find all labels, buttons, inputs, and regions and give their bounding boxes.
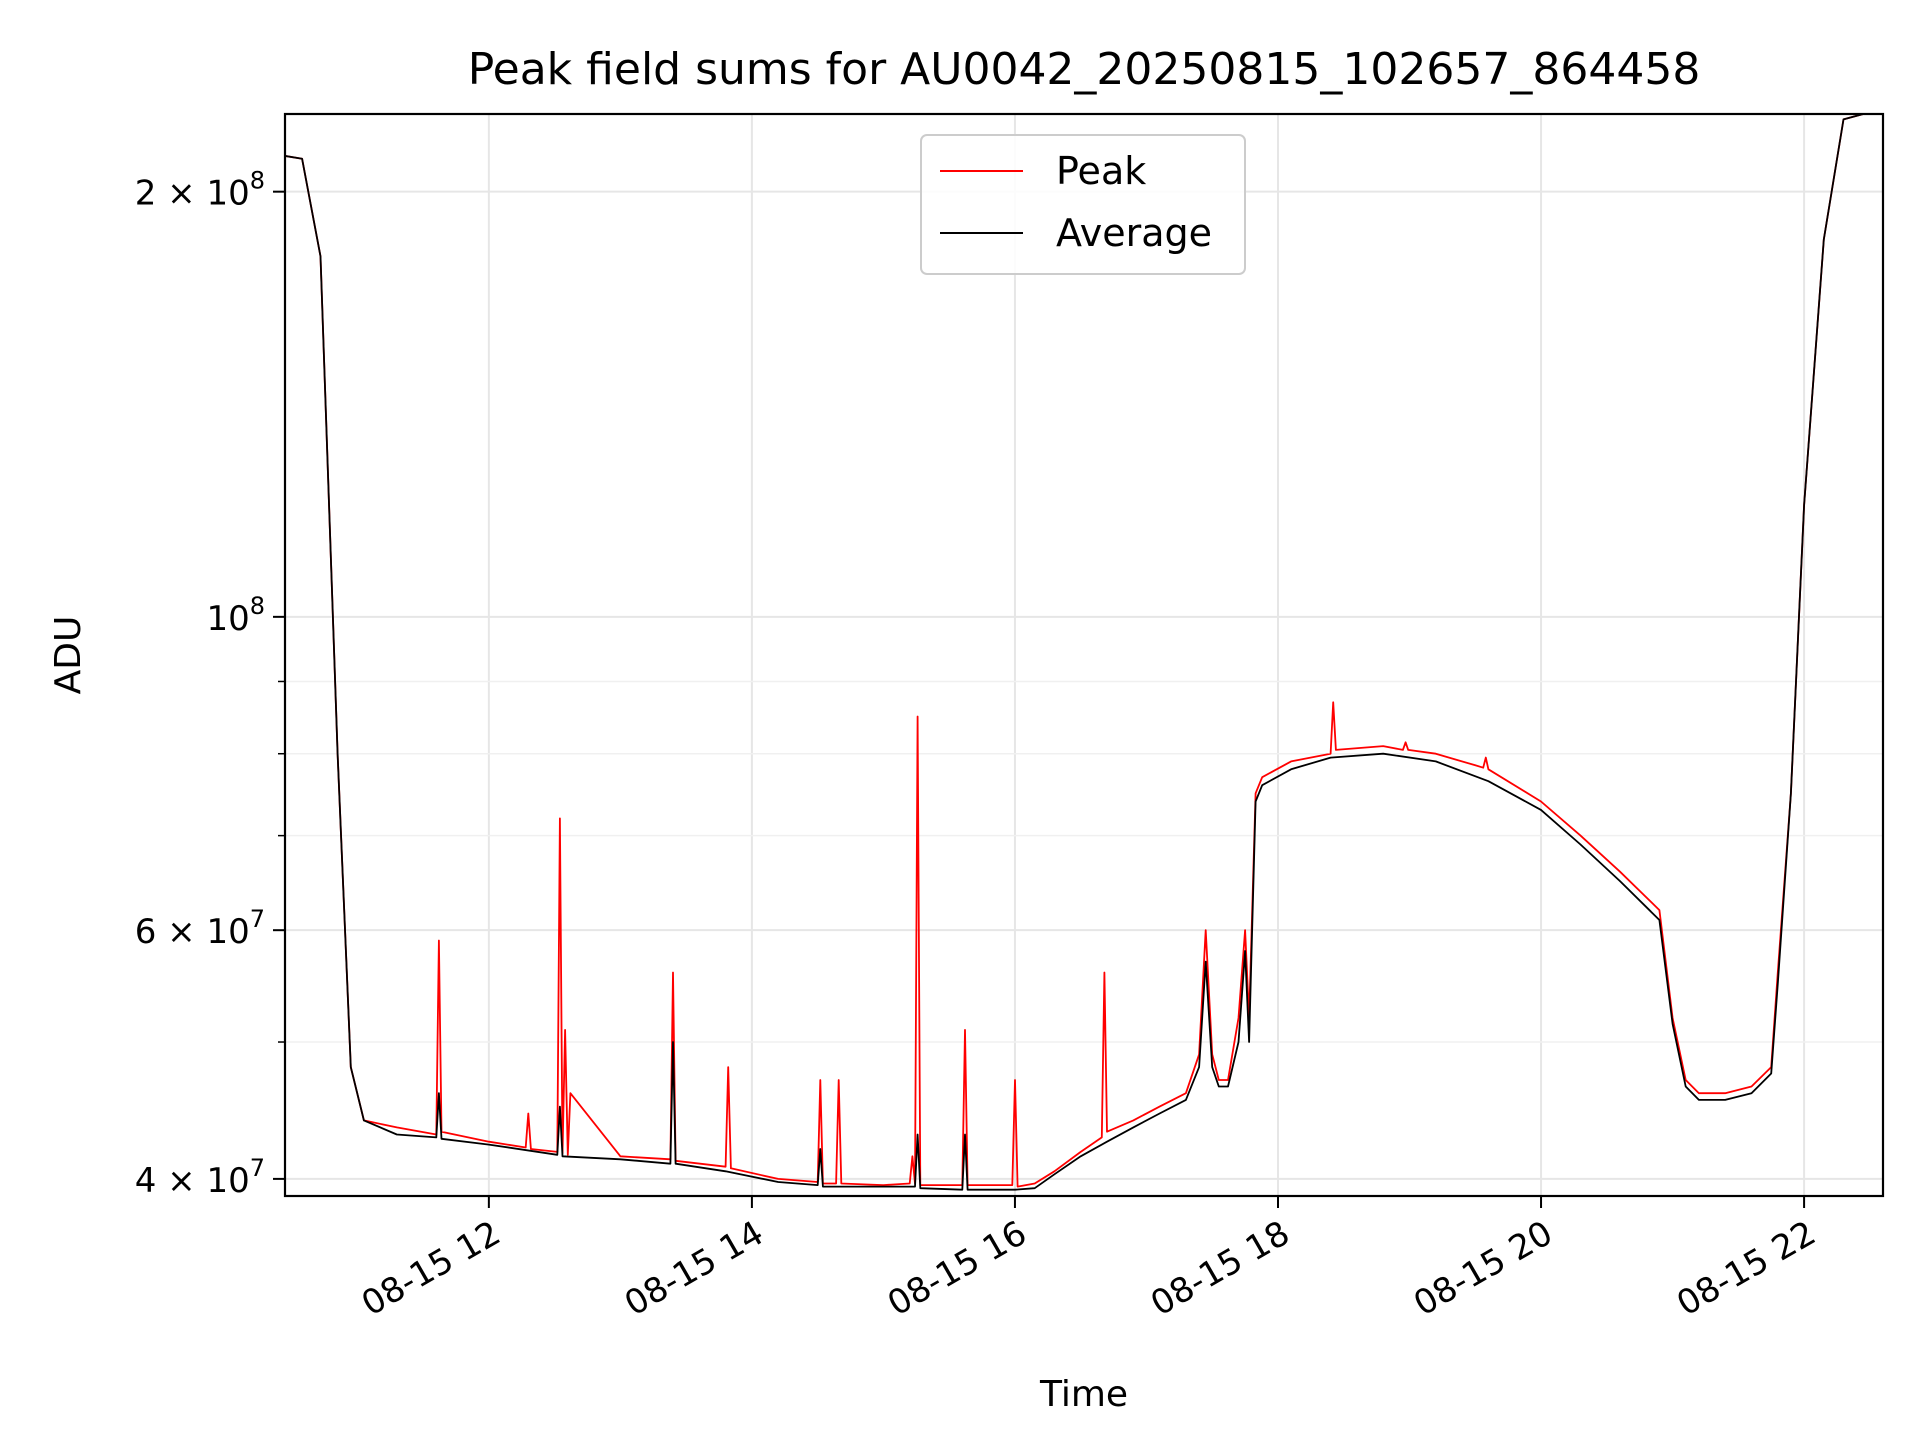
legend-box [920, 134, 1246, 275]
plot-area-frame [283, 112, 1885, 1198]
legend-label-average: Average [1056, 211, 1212, 255]
chart-title: Peak field sums for AU0042_20250815_1026… [468, 44, 1701, 95]
series-line-average [285, 114, 1883, 1191]
y-tick-label: 6 × 107 [135, 905, 265, 952]
y-axis-label: ADU [48, 616, 89, 695]
series-layer [285, 114, 1883, 1191]
legend-label-peak: Peak [1056, 149, 1146, 193]
x-axis-label: Time [1039, 1374, 1128, 1415]
y-tick-label: 2 × 108 [135, 167, 265, 214]
legend: Peak Average [920, 134, 1246, 275]
y-tick-label: 108 [206, 592, 265, 639]
y-tick-label: 4 × 107 [135, 1154, 265, 1201]
y-axis-ticks: 4 × 107 6 × 107 108 2 × 108 [135, 167, 285, 1201]
